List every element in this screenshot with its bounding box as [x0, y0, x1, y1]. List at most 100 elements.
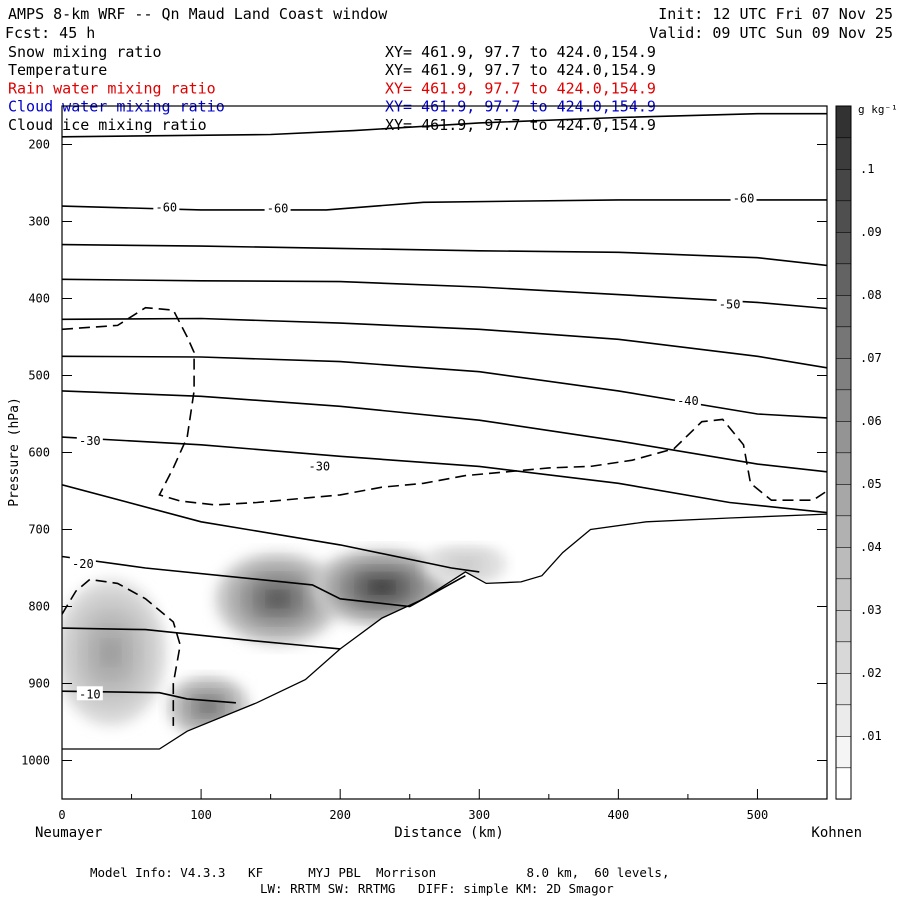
isotherm-line [62, 112, 827, 138]
colorbar: .01 .02 .03 .04 .05 .06 .07 .08 .09 .1 g kg⁻¹ [835, 103, 898, 800]
colorbar-tick-label: .07 [860, 351, 882, 365]
isotherm-line [62, 390, 827, 473]
isotherm-label: -60 [267, 201, 289, 215]
isotherm-line [62, 243, 827, 267]
snow-shading-cell [201, 701, 216, 712]
colorbar-tick-label: .02 [860, 666, 882, 680]
y-tick-label: 300 [28, 215, 50, 229]
field-xy: XY= 461.9, 97.7 to 424.0,154.9 [385, 116, 656, 134]
colorbar-swatch [835, 641, 852, 674]
isotherm-line [62, 317, 827, 369]
field-xy: XY= 461.9, 97.7 to 424.0,154.9 [385, 43, 656, 61]
x-tick-label: 100 [190, 808, 212, 822]
isotherm-line [62, 555, 466, 608]
isotherm-label: -10 [79, 687, 101, 701]
cloud-water-contour [62, 578, 182, 726]
y-tick-label: 700 [28, 523, 50, 537]
isotherm-line [62, 278, 827, 310]
colorbar-swatch [835, 105, 852, 139]
y-tick-label: 1000 [21, 754, 50, 768]
isotherm-line [62, 199, 827, 211]
snow-shading-cell [101, 640, 120, 665]
forecast-hour: Fcst: 45 h [5, 24, 95, 42]
x-tick-label: 400 [608, 808, 630, 822]
isotherm-line [62, 484, 480, 573]
isotherm-label-bg [76, 686, 103, 701]
field-name: Rain water mixing ratio [8, 79, 216, 97]
colorbar-swatch [835, 546, 852, 580]
colorbar-swatch [835, 578, 852, 611]
colorbar-swatch [835, 168, 852, 202]
isotherm-line [62, 627, 341, 650]
terrain [62, 513, 827, 799]
colorbar-tick-label: .09 [860, 225, 882, 239]
terrain-fill [62, 514, 827, 799]
field-xy: XY= 461.9, 97.7 to 424.0,154.9 [385, 79, 656, 97]
colorbar-swatch [835, 767, 852, 800]
isotherm-line [62, 355, 827, 419]
isotherm-labels: -60 -60 -60 -50 -40 -30 -30 -20 -10 [69, 190, 757, 701]
colorbar-swatch [835, 294, 852, 328]
colorbar-swatch [835, 137, 852, 170]
colorbar-tick-label: .08 [860, 288, 882, 302]
init-time: Init: 12 UTC Fri 07 Nov 25 [658, 5, 893, 23]
colorbar-tick-label: .1 [860, 162, 874, 176]
cloud-water-contours [62, 306, 827, 726]
isotherm-label-bg [730, 190, 757, 205]
field-name: Snow mixing ratio [8, 43, 162, 61]
y-tick-label: 800 [28, 600, 50, 614]
isotherm-label-bg [69, 556, 96, 571]
y-tick-label: 200 [28, 138, 50, 152]
y-axis-label: Pressure (hPa) [7, 397, 22, 507]
colorbar-swatch [835, 452, 852, 485]
colorbar-tick-label: .01 [860, 729, 882, 743]
colorbar-swatch [835, 326, 852, 359]
colorbar-unit: g kg⁻¹ [858, 103, 898, 116]
x-tick-label: 0 [58, 808, 65, 822]
terrain-line [62, 513, 827, 750]
isotherm-label-bg [76, 432, 103, 447]
isotherm-label: -60 [155, 201, 177, 215]
isotherm-label: -60 [733, 191, 755, 205]
x-tick-label: 300 [468, 808, 490, 822]
colorbar-swatch [835, 231, 852, 265]
isotherm-label-bg [306, 458, 333, 473]
isotherm-line [62, 690, 236, 704]
snow-shading-cell [458, 560, 473, 568]
model-info-line2: LW: RRTM SW: RRTMG DIFF: simple KM: 2D S… [260, 881, 614, 896]
colorbar-swatch [835, 483, 852, 517]
colorbar-swatch [835, 420, 852, 454]
x-tick-label: 200 [329, 808, 351, 822]
colorbar-swatch [835, 704, 852, 737]
y-tick-label: 400 [28, 292, 50, 306]
x-axis-label: Distance (km) [394, 825, 504, 841]
colorbar-swatch [835, 263, 852, 296]
isotherm-line [62, 436, 827, 514]
figure-title: AMPS 8-km WRF -- Qn Maud Land Coast wind… [8, 5, 388, 23]
colorbar-tick-label: .03 [860, 603, 882, 617]
isotherm-label: -30 [79, 434, 101, 448]
colorbar-swatch [835, 515, 852, 548]
isotherm-label-bg [674, 392, 701, 407]
isotherm-label-bg [153, 199, 180, 214]
colorbar-swatch [835, 200, 852, 233]
x-left-label: Neumayer [35, 825, 102, 841]
x-right-label: Kohnen [811, 825, 862, 841]
isotherm-label: -40 [677, 394, 699, 408]
temperature-isotherms [62, 112, 827, 704]
isotherm-label-bg [716, 296, 743, 311]
colorbar-tick-label: .06 [860, 414, 882, 428]
axes: 0 100 200 300 400 500 200 300 400 500 600 700 800 900… [21, 138, 827, 822]
isotherm-label: -30 [308, 459, 330, 473]
colorbar-swatch [835, 609, 852, 643]
colorbar-swatch [835, 672, 852, 706]
x-tick-label: 500 [747, 808, 769, 822]
field-xy: XY= 461.9, 97.7 to 424.0,154.9 [385, 61, 656, 79]
colorbar-tick-label: .04 [860, 540, 882, 554]
isotherm-label: -50 [719, 298, 741, 312]
colorbar-swatch [835, 357, 852, 391]
snow-shading-cell [370, 580, 394, 594]
colorbar-tick-label: .05 [860, 477, 882, 491]
valid-time: Valid: 09 UTC Sun 09 Nov 25 [649, 24, 893, 42]
isotherm-label: -20 [72, 557, 94, 571]
